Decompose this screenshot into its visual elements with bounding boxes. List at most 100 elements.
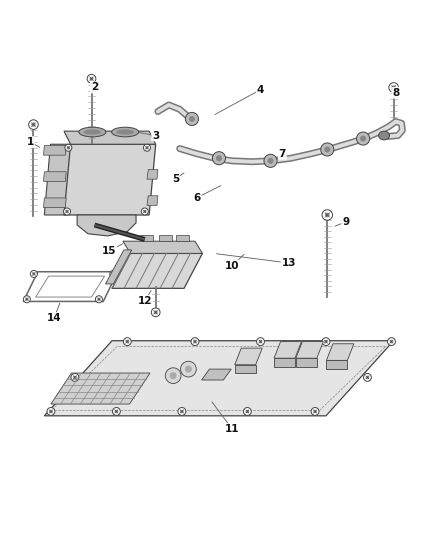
Text: 13: 13 [282,258,296,268]
Polygon shape [140,235,153,241]
Polygon shape [43,172,66,181]
Polygon shape [51,373,150,404]
Circle shape [259,340,262,343]
Polygon shape [43,198,66,207]
Circle shape [212,152,226,165]
Circle shape [322,210,332,220]
Circle shape [170,372,177,379]
Polygon shape [64,144,155,215]
Circle shape [154,310,158,314]
Text: 15: 15 [102,246,116,256]
Circle shape [390,340,393,343]
Polygon shape [235,348,262,365]
Circle shape [185,112,198,125]
Text: 7: 7 [279,149,286,159]
Text: 12: 12 [138,296,152,305]
Text: 3: 3 [152,131,159,141]
Circle shape [268,158,274,164]
Polygon shape [296,358,317,367]
Text: 10: 10 [225,261,239,271]
Circle shape [23,296,30,303]
Circle shape [126,340,129,343]
Polygon shape [201,369,231,380]
Circle shape [364,374,371,381]
Circle shape [324,147,330,152]
Circle shape [321,143,334,156]
Circle shape [143,210,146,213]
Circle shape [313,410,317,413]
Circle shape [392,85,396,90]
Circle shape [257,338,265,345]
Circle shape [185,366,192,373]
Circle shape [216,155,222,161]
Text: 9: 9 [342,217,349,227]
Ellipse shape [378,131,389,140]
Circle shape [28,120,38,130]
Circle shape [145,146,148,149]
Circle shape [112,272,115,276]
Circle shape [87,75,96,83]
Circle shape [360,135,366,142]
Text: 11: 11 [225,424,239,434]
Circle shape [246,410,249,413]
Polygon shape [235,365,256,374]
Polygon shape [43,146,66,155]
Circle shape [366,376,369,379]
Circle shape [115,410,118,413]
Text: 6: 6 [194,192,201,203]
Circle shape [65,144,72,151]
Polygon shape [326,344,354,360]
Polygon shape [147,169,158,179]
Ellipse shape [84,130,101,135]
Circle shape [47,408,55,415]
Circle shape [244,408,251,415]
Circle shape [180,361,196,377]
Text: 2: 2 [91,83,98,93]
Ellipse shape [117,130,134,135]
Circle shape [191,338,199,345]
Polygon shape [77,215,136,236]
Circle shape [322,338,330,345]
Polygon shape [176,235,189,241]
Circle shape [151,308,160,317]
Circle shape [71,374,79,381]
Circle shape [141,208,148,215]
Polygon shape [64,131,155,144]
Polygon shape [274,358,295,367]
Text: 14: 14 [47,313,61,323]
Polygon shape [44,341,394,416]
Circle shape [189,116,195,122]
Polygon shape [106,250,132,284]
Polygon shape [296,342,323,358]
Polygon shape [326,360,347,369]
Polygon shape [123,241,202,253]
Circle shape [124,338,131,345]
Circle shape [193,340,197,343]
Polygon shape [147,196,158,205]
Circle shape [66,210,69,213]
Circle shape [144,144,150,151]
Circle shape [49,410,53,413]
Polygon shape [44,144,71,215]
Circle shape [389,83,399,92]
Circle shape [324,340,328,343]
Polygon shape [274,342,301,358]
Circle shape [97,297,100,301]
Circle shape [325,213,330,217]
Circle shape [113,408,120,415]
Circle shape [180,410,184,413]
Circle shape [311,408,319,415]
Circle shape [95,296,102,303]
Circle shape [178,408,186,415]
Circle shape [357,132,370,145]
Circle shape [110,270,117,277]
Ellipse shape [112,127,139,137]
Circle shape [67,146,70,149]
Circle shape [165,368,181,384]
Text: 1: 1 [27,137,34,147]
Circle shape [32,272,35,276]
Circle shape [89,77,93,80]
Polygon shape [159,235,173,241]
Polygon shape [112,253,202,288]
Circle shape [73,376,77,379]
